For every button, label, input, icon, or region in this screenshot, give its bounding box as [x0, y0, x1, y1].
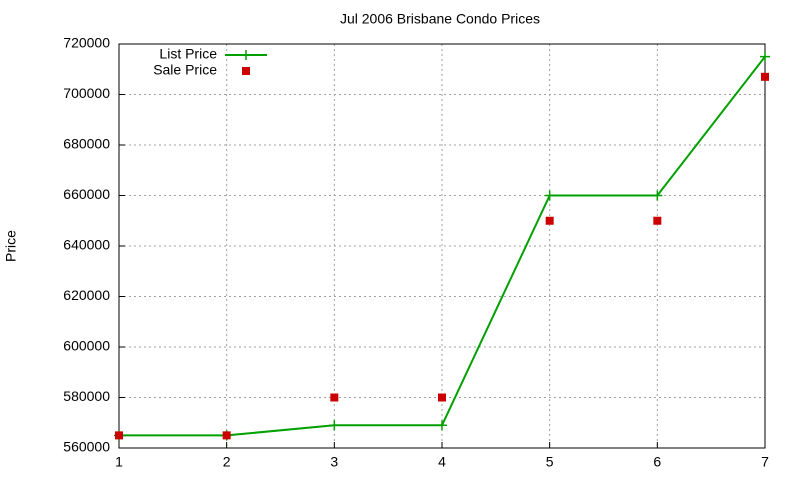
legend-label: Sale Price — [153, 62, 217, 78]
x-tick-label: 2 — [223, 454, 231, 470]
y-tick-label: 600000 — [63, 338, 110, 354]
point-marker — [544, 190, 555, 201]
x-tick-label: 4 — [438, 454, 446, 470]
point-marker — [761, 72, 769, 81]
x-tick-label: 3 — [330, 454, 338, 470]
y-tick-label: 680000 — [63, 136, 110, 152]
point-marker — [438, 393, 446, 402]
point-marker — [222, 431, 231, 440]
point-marker — [653, 216, 662, 225]
point-marker — [437, 420, 447, 431]
x-tick-label: 1 — [115, 454, 123, 470]
y-axis-label: Price — [3, 230, 19, 262]
y-tick-label: 660000 — [63, 186, 110, 202]
legend-marker — [241, 50, 251, 60]
y-tick-label: 640000 — [63, 237, 110, 253]
chart-title: Jul 2006 Brisbane Condo Prices — [340, 11, 540, 27]
y-tick-label: 700000 — [63, 85, 110, 101]
x-tick-label: 6 — [653, 454, 661, 470]
y-tick-label: 560000 — [63, 439, 110, 455]
legend-marker — [242, 67, 250, 75]
legend-label: List Price — [159, 46, 217, 62]
x-tick-label: 7 — [761, 454, 769, 470]
point-marker — [329, 420, 340, 431]
point-marker — [115, 431, 123, 440]
y-tick-label: 580000 — [63, 388, 110, 404]
point-marker — [652, 190, 663, 201]
y-tick-label: 620000 — [63, 287, 110, 303]
point-marker — [330, 393, 339, 402]
plot-border — [118, 43, 766, 449]
point-marker — [545, 216, 554, 225]
y-tick-label: 720000 — [63, 35, 110, 51]
point-marker — [760, 51, 770, 62]
x-tick-label: 5 — [546, 454, 554, 470]
